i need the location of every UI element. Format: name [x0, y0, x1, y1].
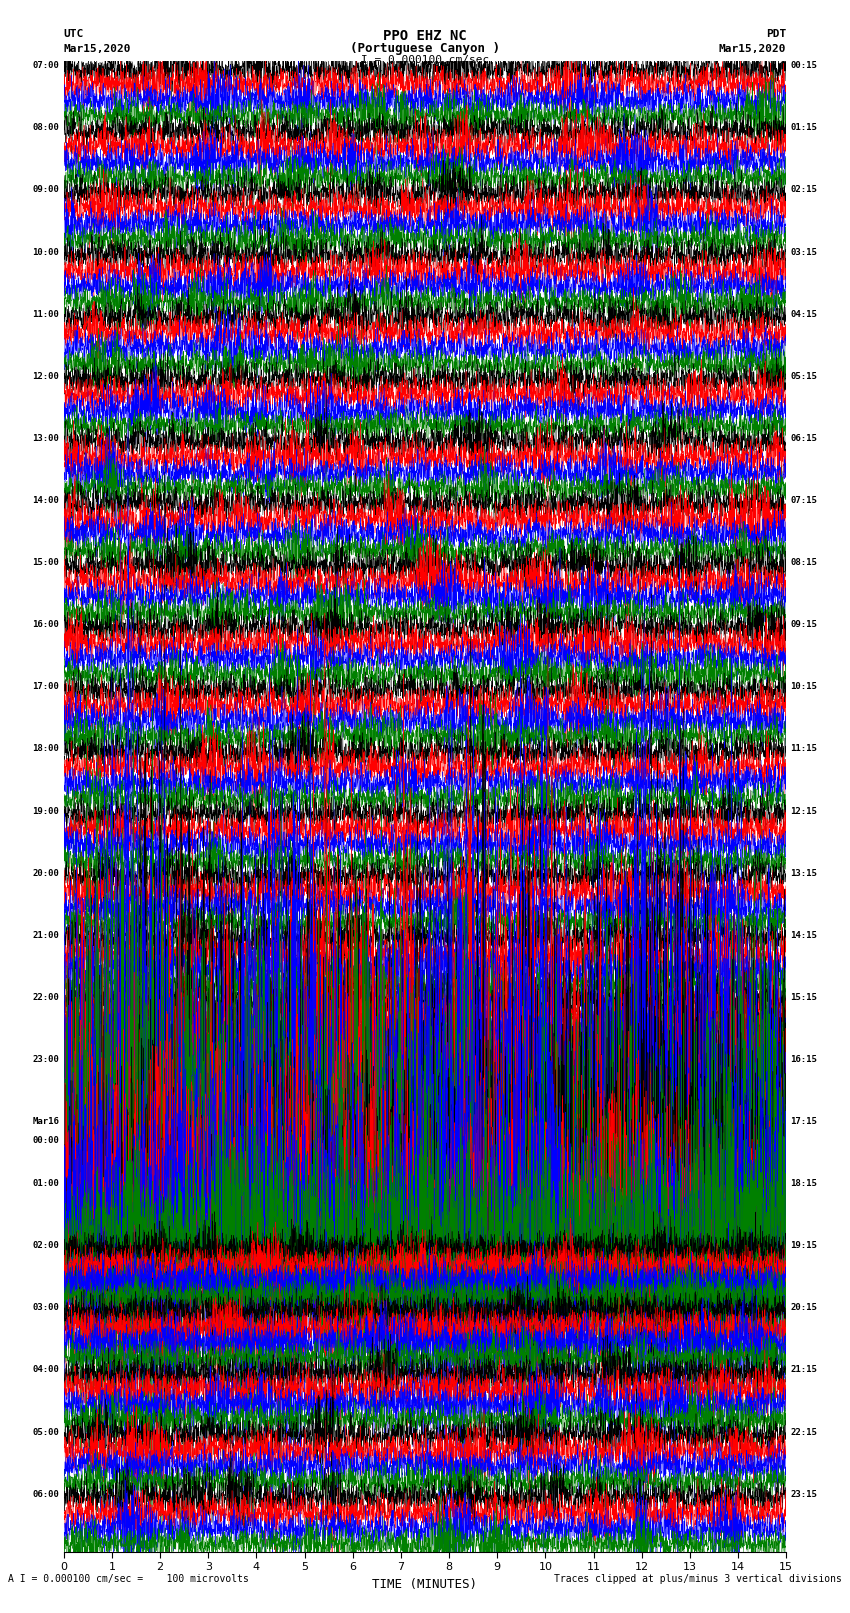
Text: 08:00: 08:00	[32, 124, 60, 132]
Text: 23:00: 23:00	[32, 1055, 60, 1065]
Text: 12:00: 12:00	[32, 373, 60, 381]
Text: 18:00: 18:00	[32, 744, 60, 753]
Text: 14:15: 14:15	[790, 931, 818, 940]
Text: Mar15,2020: Mar15,2020	[64, 44, 131, 53]
Text: Mar15,2020: Mar15,2020	[719, 44, 786, 53]
Text: 16:00: 16:00	[32, 621, 60, 629]
Text: 18:15: 18:15	[790, 1179, 818, 1189]
Text: 02:15: 02:15	[790, 185, 818, 195]
Text: 11:00: 11:00	[32, 310, 60, 319]
Text: 06:15: 06:15	[790, 434, 818, 444]
Text: 05:15: 05:15	[790, 373, 818, 381]
Text: 13:00: 13:00	[32, 434, 60, 444]
Text: (Portuguese Canyon ): (Portuguese Canyon )	[350, 42, 500, 55]
Text: 15:15: 15:15	[790, 994, 818, 1002]
Text: 20:00: 20:00	[32, 868, 60, 877]
Text: 22:00: 22:00	[32, 994, 60, 1002]
Text: 00:15: 00:15	[790, 61, 818, 71]
Text: PPO EHZ NC: PPO EHZ NC	[383, 29, 467, 44]
Text: 05:00: 05:00	[32, 1428, 60, 1437]
Text: A I = 0.000100 cm/sec =    100 microvolts: A I = 0.000100 cm/sec = 100 microvolts	[8, 1574, 249, 1584]
Text: 20:15: 20:15	[790, 1303, 818, 1313]
Text: Traces clipped at plus/minus 3 vertical divisions: Traces clipped at plus/minus 3 vertical …	[553, 1574, 842, 1584]
Text: 01:15: 01:15	[790, 124, 818, 132]
Text: 03:00: 03:00	[32, 1303, 60, 1313]
Text: 10:00: 10:00	[32, 247, 60, 256]
Text: I = 0.000100 cm/sec: I = 0.000100 cm/sec	[361, 55, 489, 65]
Text: 21:15: 21:15	[790, 1365, 818, 1374]
Text: 04:00: 04:00	[32, 1365, 60, 1374]
Text: 14:00: 14:00	[32, 497, 60, 505]
Text: 01:00: 01:00	[32, 1179, 60, 1189]
Text: 00:00: 00:00	[32, 1136, 60, 1145]
Text: 08:15: 08:15	[790, 558, 818, 568]
Text: 09:15: 09:15	[790, 621, 818, 629]
Text: 23:15: 23:15	[790, 1490, 818, 1498]
Text: 02:00: 02:00	[32, 1242, 60, 1250]
Text: 17:15: 17:15	[790, 1116, 818, 1126]
Text: 19:00: 19:00	[32, 806, 60, 816]
Text: PDT: PDT	[766, 29, 786, 39]
Text: 07:15: 07:15	[790, 497, 818, 505]
X-axis label: TIME (MINUTES): TIME (MINUTES)	[372, 1578, 478, 1590]
Text: 11:15: 11:15	[790, 744, 818, 753]
Text: 16:15: 16:15	[790, 1055, 818, 1065]
Text: Mar16: Mar16	[32, 1116, 60, 1126]
Text: 03:15: 03:15	[790, 247, 818, 256]
Text: 21:00: 21:00	[32, 931, 60, 940]
Text: 04:15: 04:15	[790, 310, 818, 319]
Text: 19:15: 19:15	[790, 1242, 818, 1250]
Text: 22:15: 22:15	[790, 1428, 818, 1437]
Text: 07:00: 07:00	[32, 61, 60, 71]
Text: 15:00: 15:00	[32, 558, 60, 568]
Text: 17:00: 17:00	[32, 682, 60, 692]
Text: 12:15: 12:15	[790, 806, 818, 816]
Text: 06:00: 06:00	[32, 1490, 60, 1498]
Text: UTC: UTC	[64, 29, 84, 39]
Text: 13:15: 13:15	[790, 868, 818, 877]
Text: 09:00: 09:00	[32, 185, 60, 195]
Text: 10:15: 10:15	[790, 682, 818, 692]
